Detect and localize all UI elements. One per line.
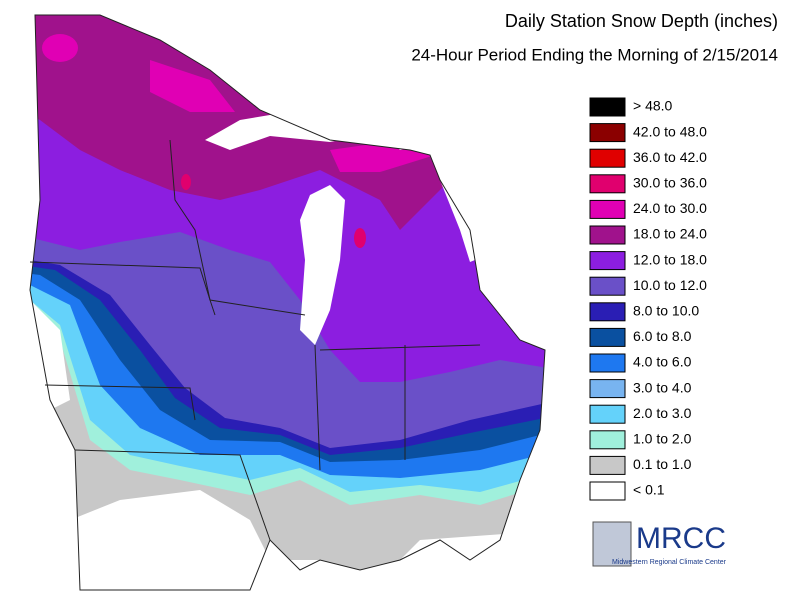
legend-label: 30.0 to 36.0	[633, 175, 707, 191]
legend-label: 10.0 to 12.0	[633, 277, 707, 293]
state-line	[319, 344, 481, 351]
logo-org: Midwestern Regional Climate Center	[612, 559, 727, 566]
legend-label: 0.1 to 1.0	[633, 456, 692, 472]
legend-label: 24.0 to 30.0	[633, 200, 707, 216]
state-borders	[29, 14, 546, 591]
legend-swatch	[589, 276, 626, 296]
legend-label: > 48.0	[633, 98, 673, 114]
state-line	[44, 384, 196, 421]
legend-swatch	[589, 199, 626, 219]
legend-swatch	[589, 379, 626, 399]
lake	[205, 110, 432, 150]
legend-label: 42.0 to 48.0	[633, 123, 707, 139]
legend-label: 4.0 to 6.0	[633, 354, 692, 370]
legend-swatch	[589, 225, 626, 245]
lake	[300, 185, 345, 345]
snow-zone	[181, 174, 191, 190]
map-subtitle: 24-Hour Period Ending the Morning of 2/1…	[411, 45, 778, 64]
lake	[440, 165, 520, 262]
legend-label: 6.0 to 8.0	[633, 328, 692, 344]
legend-swatch	[589, 481, 626, 501]
snow-zone	[150, 60, 235, 112]
map-title: Daily Station Snow Depth (inches)	[505, 11, 778, 31]
logo-name: MRCC	[636, 522, 726, 555]
state-line	[74, 449, 271, 541]
legend-swatch	[589, 251, 626, 271]
snow-zone	[354, 228, 366, 248]
logo-icon	[592, 521, 632, 567]
legend-label: 8.0 to 10.0	[633, 303, 699, 319]
legend-swatch	[589, 455, 626, 475]
snow-zone	[42, 34, 78, 62]
legend-label: 1.0 to 2.0	[633, 431, 692, 447]
legend-label: < 0.1	[633, 482, 665, 498]
state-line	[29, 261, 216, 316]
state-line	[314, 344, 321, 471]
legend-label: 12.0 to 18.0	[633, 251, 707, 267]
legend-label: 2.0 to 3.0	[633, 405, 692, 421]
legend-label: 18.0 to 24.0	[633, 226, 707, 242]
legend: > 48.0 42.0 to 48.0 36.0 to 42.0 30.0 to 36…	[589, 97, 707, 501]
legend-swatch	[589, 353, 626, 373]
legend-swatch	[589, 302, 626, 322]
legend-swatch	[589, 327, 626, 347]
state-line	[169, 139, 306, 316]
legend-swatch	[589, 97, 626, 117]
legend-swatch	[589, 174, 626, 194]
legend-swatch	[589, 404, 626, 424]
legend-swatch	[589, 148, 626, 168]
legend-label: 36.0 to 42.0	[633, 149, 707, 165]
legend-label: 3.0 to 4.0	[633, 379, 692, 395]
lakes	[205, 110, 520, 345]
legend-swatch	[589, 123, 626, 143]
legend-swatch	[589, 430, 626, 450]
logo: MRCC Midwestern Regional Climate Center	[592, 521, 727, 567]
region-outline	[29, 14, 546, 591]
